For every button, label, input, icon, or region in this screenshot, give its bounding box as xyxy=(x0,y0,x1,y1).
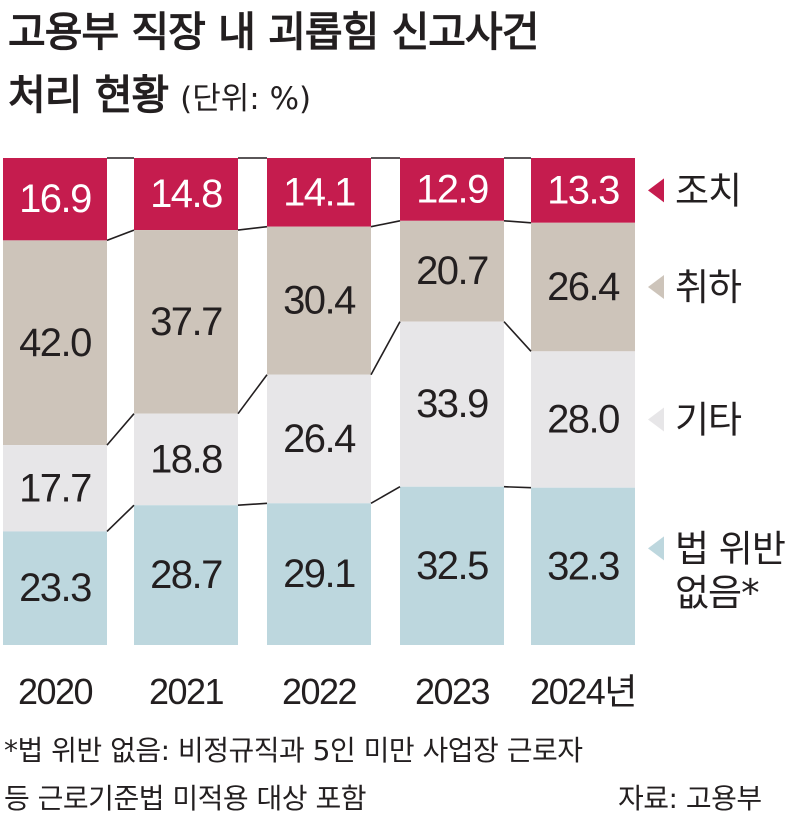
value-label: 37.7 xyxy=(150,300,222,344)
bar-segment xyxy=(531,487,635,645)
value-label: 28.0 xyxy=(547,398,619,442)
footnote-line1: *법 위반 없음: 비정규직과 5인 미만 사업장 근로자 xyxy=(4,734,583,767)
bar-segment xyxy=(3,158,107,241)
connector-line xyxy=(370,486,401,504)
legend-marker-icon xyxy=(648,536,664,561)
value-label: 42.0 xyxy=(19,321,91,365)
value-label: 26.4 xyxy=(547,265,620,309)
connector-line xyxy=(370,220,401,228)
connector-line xyxy=(106,413,135,446)
connector-line xyxy=(237,374,268,415)
bar-segment xyxy=(267,158,371,227)
x-tick-label: 2022 xyxy=(282,671,357,712)
value-label: 20.7 xyxy=(416,249,488,293)
bar-segment xyxy=(134,158,238,231)
connector-line xyxy=(370,321,401,376)
connector-line xyxy=(503,321,532,352)
legend-label: 조치 xyxy=(675,169,741,212)
value-label: 13.3 xyxy=(547,168,619,212)
x-tick-label: 2021 xyxy=(149,671,224,712)
value-label: 12.9 xyxy=(416,167,488,211)
bar-segment xyxy=(400,486,504,645)
connector-line xyxy=(503,485,532,489)
connector-line xyxy=(106,229,135,242)
legend-marker-icon xyxy=(648,178,664,203)
bar-segment xyxy=(267,503,371,645)
bar-segment xyxy=(3,240,107,446)
bar-segment xyxy=(531,158,635,223)
value-label: 17.7 xyxy=(19,466,91,510)
chart-title-text: 처리 현황 xyxy=(8,71,169,119)
bar-segment xyxy=(267,374,371,504)
bar-segment xyxy=(134,413,238,506)
value-label: 16.9 xyxy=(19,177,91,221)
connector-line xyxy=(237,502,268,507)
bar-segment xyxy=(3,531,107,645)
value-label: 18.8 xyxy=(150,437,222,481)
bar-segment xyxy=(531,222,635,352)
value-label: 32.5 xyxy=(416,544,488,588)
x-tick-label: 2024년 xyxy=(530,671,636,712)
bar-segment xyxy=(267,226,371,375)
chart-title-line2: 처리 현황 (단위: %) xyxy=(8,75,311,116)
footnote-line2: 등 근로기준법 미적용 대상 포함 xyxy=(4,782,366,815)
value-label: 23.3 xyxy=(19,566,91,610)
legend-label: 취하 xyxy=(675,266,742,309)
value-label: 29.1 xyxy=(283,552,355,596)
bar-segment xyxy=(3,445,107,532)
x-tick-label: 2020 xyxy=(18,671,93,712)
bar-segment xyxy=(531,351,635,488)
unit-label: (단위: %) xyxy=(180,81,312,117)
bar-segment xyxy=(400,220,504,322)
bar-segment xyxy=(134,505,238,645)
bar-segment xyxy=(400,158,504,221)
value-label: 32.3 xyxy=(547,544,619,588)
value-label: 14.8 xyxy=(150,172,222,216)
connector-line xyxy=(237,225,268,231)
connector-line xyxy=(106,504,135,532)
legend-label: 기타 xyxy=(675,399,742,442)
value-label: 26.4 xyxy=(283,417,356,461)
legend-marker-icon xyxy=(648,407,664,432)
x-tick-label: 2023 xyxy=(415,671,490,712)
value-label: 28.7 xyxy=(150,553,222,597)
value-label: 33.9 xyxy=(416,382,488,426)
bar-segment xyxy=(400,321,504,487)
value-label: 14.1 xyxy=(283,170,355,214)
source-label: 자료: 고용부 xyxy=(618,782,762,815)
value-label: 30.4 xyxy=(283,279,356,323)
bar-segment xyxy=(134,230,238,414)
legend-label: 없음* xyxy=(675,571,759,614)
connector-line xyxy=(503,220,532,224)
legend-marker-icon xyxy=(648,275,664,300)
chart-title-line1: 고용부 직장 내 괴롭힘 신고사건 xyxy=(8,8,539,56)
legend-label: 법 위반 xyxy=(675,527,785,570)
